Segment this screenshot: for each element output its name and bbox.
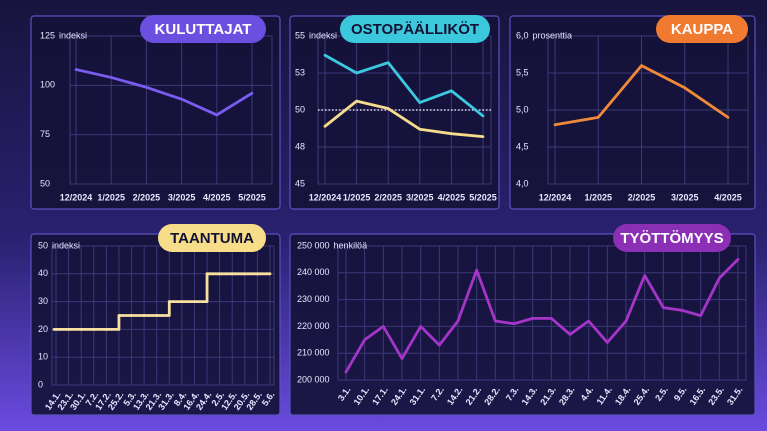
title-pill (158, 224, 266, 252)
y-unit-label: henkilöä (334, 240, 368, 250)
chart-title: OSTOPÄÄLLIKÖT (351, 21, 479, 38)
x-tick-label: 4/2025 (714, 192, 742, 202)
data-line (553, 64, 730, 127)
y-tick-label: 200 000 (297, 374, 330, 384)
x-tick-label: 3/2025 (671, 192, 699, 202)
data-line (323, 99, 485, 139)
y-tick-label: 5,5 (516, 67, 529, 77)
y-tick-label: 4,0 (516, 178, 529, 188)
y-unit-label: prosenttia (533, 30, 573, 40)
title-pill (340, 15, 490, 43)
panel (289, 233, 756, 416)
y-unit-label: indeksi (309, 30, 337, 40)
panel (30, 233, 281, 416)
chart-title: KULUTTAJAT (155, 21, 252, 38)
y-tick-label: 40 (38, 268, 48, 278)
step-segment (193, 272, 209, 303)
x-tick-label: 2/2025 (628, 192, 656, 202)
y-tick-label: 240 000 (297, 267, 330, 277)
y-tick-label: 230 000 (297, 294, 330, 304)
chart-title: TAANTUMA (170, 230, 254, 247)
y-tick-label: 4,5 (516, 141, 529, 151)
data-line (323, 53, 485, 118)
x-tick-label: 1/2025 (584, 192, 612, 202)
title-pill (613, 224, 731, 252)
x-tick-label: 3/2025 (168, 192, 196, 202)
y-tick-label: 220 000 (297, 321, 330, 331)
y-tick-label: 50 (40, 178, 50, 188)
x-tick-label: 12/2024 (60, 192, 93, 202)
chart-title: KAUPPA (671, 21, 733, 38)
y-tick-label: 125 (40, 30, 55, 40)
step-segment (104, 314, 121, 331)
panel (30, 15, 281, 210)
y-tick-label: 210 000 (297, 348, 330, 358)
x-tick-label: 1/2025 (97, 192, 125, 202)
x-tick-label: 3/2025 (406, 192, 434, 202)
data-line (74, 68, 254, 117)
y-tick-label: 50 (295, 104, 305, 114)
x-tick-label: 12/2024 (539, 192, 572, 202)
y-tick-label: 10 (38, 352, 48, 362)
y-tick-label: 50 (38, 240, 48, 250)
step-segment (155, 300, 171, 317)
y-unit-label: indeksi (52, 240, 80, 250)
y-tick-label: 0 (38, 379, 43, 389)
y-tick-label: 250 000 (297, 240, 330, 250)
y-tick-label: 75 (40, 129, 50, 139)
y-unit-label: indeksi (59, 30, 87, 40)
y-tick-label: 45 (295, 178, 305, 188)
title-pill (140, 15, 266, 43)
y-tick-label: 55 (295, 30, 305, 40)
data-line (344, 258, 740, 374)
x-tick-label: 4/2025 (438, 192, 466, 202)
y-tick-label: 6,0 (516, 30, 529, 40)
y-tick-label: 20 (38, 324, 48, 334)
x-tick-label: 5/2025 (238, 192, 266, 202)
x-tick-label: 1/2025 (343, 192, 371, 202)
y-tick-label: 5,0 (516, 104, 529, 114)
x-tick-label: 4/2025 (203, 192, 231, 202)
y-tick-label: 30 (38, 296, 48, 306)
x-tick-label: 5/2025 (469, 192, 497, 202)
title-pill (656, 15, 748, 43)
x-tick-label: 2/2025 (133, 192, 161, 202)
x-tick-label: 2/2025 (374, 192, 402, 202)
x-tick-label: 12/2024 (309, 192, 342, 202)
y-tick-label: 48 (295, 141, 305, 151)
panel (509, 15, 756, 210)
y-tick-label: 100 (40, 80, 55, 90)
y-tick-label: 53 (295, 67, 305, 77)
chart-title: TYÖTTÖMYYS (620, 230, 723, 247)
